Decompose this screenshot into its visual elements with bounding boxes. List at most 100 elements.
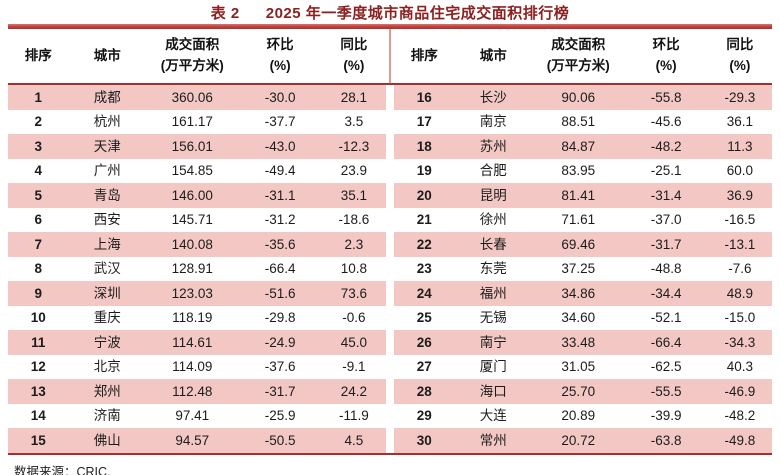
header-cell-subline: (%) xyxy=(729,58,751,73)
city-cell: 佛山 xyxy=(93,432,121,448)
mom-cell: -55.8 xyxy=(650,89,682,105)
header-cell-subline: (%) xyxy=(269,58,291,73)
yoy-cell: -18.6 xyxy=(338,212,370,227)
mom-cell: -37.7 xyxy=(264,114,296,129)
mom-cell: -24.9 xyxy=(264,334,296,350)
row-right-half: 30 常州 20.72 -63.8 -49.8 xyxy=(394,428,772,453)
yoy-cell: 45.0 xyxy=(340,334,367,350)
table-row: 4 广州 154.85 -49.4 23.9 19 合肥 83.95 -25.1 60.0 xyxy=(8,158,772,183)
header-cell-3: 环比 (%) xyxy=(239,35,322,77)
header-right-half: 排序 城市 成交面积 (万平方米) 环比 (%) 同比 (%) xyxy=(394,29,772,83)
city-cell: 成都 xyxy=(93,89,121,105)
area-cell: 145.71 xyxy=(171,212,213,227)
rank-cell: 6 xyxy=(34,212,42,227)
rank-cell: 7 xyxy=(34,236,42,252)
row-right-half: 20 昆明 81.41 -31.4 36.9 xyxy=(394,183,772,208)
yoy-cell: -16.5 xyxy=(724,212,756,227)
mom-cell: -55.5 xyxy=(650,383,682,399)
area-cell: 161.17 xyxy=(171,114,213,129)
area-cell: 128.91 xyxy=(171,261,213,276)
area-cell: 112.48 xyxy=(172,383,213,399)
city-cell: 常州 xyxy=(479,432,507,448)
area-cell: 84.87 xyxy=(561,138,596,154)
rank-cell: 25 xyxy=(416,310,432,325)
mom-cell: -50.5 xyxy=(264,432,296,448)
mom-cell: -62.5 xyxy=(650,359,682,374)
area-cell: 114.61 xyxy=(172,334,213,350)
rank-cell: 14 xyxy=(30,408,46,423)
table-row: 5 青岛 146.00 -31.1 35.1 20 昆明 81.41 -31.4 36.9 xyxy=(8,183,772,208)
mom-cell: -48.8 xyxy=(650,261,682,276)
rank-cell: 9 xyxy=(34,285,42,301)
table-row: 9 深圳 123.03 -51.6 73.6 24 福州 34.86 -34.4 48.9 xyxy=(8,281,772,306)
mom-cell: -48.2 xyxy=(650,138,682,154)
city-cell: 西安 xyxy=(93,212,121,227)
header-cell-2: 成交面积 (万平方米) xyxy=(146,35,239,77)
city-cell: 上海 xyxy=(93,236,121,252)
rank-cell: 10 xyxy=(30,310,46,325)
yoy-cell: -48.2 xyxy=(724,408,756,423)
row-left-half: 9 深圳 123.03 -51.6 73.6 xyxy=(8,281,386,306)
area-cell: 88.51 xyxy=(561,114,596,129)
city-cell: 深圳 xyxy=(93,285,121,301)
yoy-cell: -0.6 xyxy=(342,310,366,325)
yoy-cell: 10.8 xyxy=(340,261,367,276)
area-cell: 20.89 xyxy=(561,408,596,423)
row-right-half: 18 苏州 84.87 -48.2 11.3 xyxy=(394,134,772,159)
area-cell: 146.00 xyxy=(171,187,213,203)
yoy-cell: -13.1 xyxy=(724,236,756,252)
header-cell-subline: (%) xyxy=(343,58,365,73)
table-row: 7 上海 140.08 -35.6 2.3 22 长春 69.46 -31.7 -13.1 xyxy=(8,232,772,257)
yoy-cell: 40.3 xyxy=(726,359,753,374)
yoy-cell: 4.5 xyxy=(344,432,364,448)
yoy-cell: -12.3 xyxy=(338,138,370,154)
rank-cell: 2 xyxy=(34,114,42,129)
table-row: 15 佛山 94.57 -50.5 4.5 30 常州 20.72 -63.8 -49.8 xyxy=(8,428,772,453)
yoy-cell: -7.6 xyxy=(728,261,752,276)
row-left-half: 15 佛山 94.57 -50.5 4.5 xyxy=(8,428,386,453)
rank-cell: 27 xyxy=(416,359,432,374)
rank-cell: 21 xyxy=(416,212,432,227)
table-gap xyxy=(386,232,394,257)
mom-cell: -37.6 xyxy=(264,359,296,374)
table-gap xyxy=(386,256,394,281)
mom-cell: -51.6 xyxy=(264,285,296,301)
area-cell: 156.01 xyxy=(171,138,213,154)
area-cell: 94.57 xyxy=(175,432,210,448)
city-cell: 长春 xyxy=(479,236,507,252)
yoy-cell: 36.9 xyxy=(726,187,753,203)
city-cell: 海口 xyxy=(479,383,507,399)
row-right-half: 24 福州 34.86 -34.4 48.9 xyxy=(394,281,772,306)
table-gap xyxy=(386,109,394,134)
yoy-cell: 60.0 xyxy=(726,163,753,178)
rank-cell: 26 xyxy=(416,334,432,350)
city-cell: 苏州 xyxy=(479,138,507,154)
table-gap xyxy=(386,330,394,355)
area-cell: 97.41 xyxy=(175,408,210,423)
mom-cell: -31.4 xyxy=(650,187,682,203)
mom-cell: -31.7 xyxy=(264,383,296,399)
header-cell-1: 城市 xyxy=(93,47,121,63)
yoy-cell: 23.9 xyxy=(340,163,367,178)
ranking-table: 排序 城市 成交面积 (万平方米) 环比 (%) 同比 (%) 排序 城市 成交面积 (万平方米) 环… xyxy=(8,29,772,453)
rank-cell: 19 xyxy=(416,163,432,178)
city-cell: 武汉 xyxy=(93,261,121,276)
city-cell: 东莞 xyxy=(479,261,507,276)
header-left-half: 排序 城市 成交面积 (万平方米) 环比 (%) 同比 (%) xyxy=(8,29,386,83)
rank-cell: 30 xyxy=(416,432,432,448)
row-right-half: 22 长春 69.46 -31.7 -13.1 xyxy=(394,232,772,257)
row-left-half: 14 济南 97.41 -25.9 -11.9 xyxy=(8,404,386,429)
yoy-cell: 11.3 xyxy=(727,138,753,154)
area-cell: 114.09 xyxy=(172,359,213,374)
row-left-half: 6 西安 145.71 -31.2 -18.6 xyxy=(8,208,386,233)
city-cell: 福州 xyxy=(479,285,507,301)
row-right-half: 16 长沙 90.06 -55.8 -29.3 xyxy=(394,85,772,110)
row-left-half: 1 成都 360.06 -30.0 28.1 xyxy=(8,85,386,110)
row-right-half: 28 海口 25.70 -55.5 -46.9 xyxy=(394,379,772,404)
city-cell: 大连 xyxy=(479,408,507,423)
table-row: 8 武汉 128.91 -66.4 10.8 23 东莞 37.25 -48.8 -7.6 xyxy=(8,256,772,281)
rank-cell: 18 xyxy=(416,138,432,154)
city-cell: 北京 xyxy=(93,359,121,374)
area-cell: 37.25 xyxy=(561,261,596,276)
rank-cell: 15 xyxy=(30,432,46,448)
